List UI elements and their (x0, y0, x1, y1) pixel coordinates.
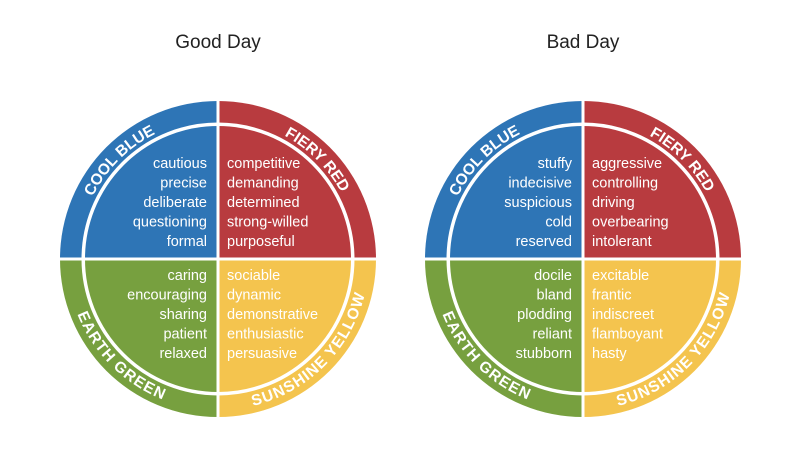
yellow-word-list: sociable dynamic demonstrative enthusiastic… (227, 268, 318, 362)
red-word-list: competitive demanding determined strong-wil… (227, 156, 308, 250)
trait-word: indecisive (508, 176, 572, 192)
horizontal-divider (424, 257, 742, 261)
trait-word: cold (545, 215, 572, 231)
trait-word: determined (227, 195, 300, 211)
trait-word: formal (167, 234, 207, 250)
trait-word: driving (592, 195, 635, 211)
trait-word: competitive (227, 156, 300, 172)
trait-word: purposeful (227, 234, 295, 250)
trait-word: demonstrative (227, 307, 318, 323)
trait-word: hasty (592, 346, 627, 362)
trait-word: persuasive (227, 346, 297, 362)
trait-word: stubborn (516, 346, 572, 362)
red-quadrant (583, 101, 741, 259)
trait-word: reserved (516, 234, 572, 250)
trait-word: precise (160, 176, 207, 192)
yellow-word-list: excitable frantic indiscreet flamboyant hast… (592, 268, 663, 362)
green-quadrant (425, 259, 583, 417)
trait-word: caring (168, 268, 208, 284)
trait-word: questioning (133, 215, 207, 231)
trait-word: frantic (592, 288, 632, 304)
trait-word: relaxed (159, 346, 207, 362)
trait-word: overbearing (592, 215, 669, 231)
trait-word: aggressive (592, 156, 662, 172)
trait-word: intolerant (592, 234, 652, 250)
trait-word: sharing (159, 307, 207, 323)
trait-word: flamboyant (592, 327, 663, 343)
trait-word: plodding (517, 307, 572, 323)
trait-word: suspicious (504, 195, 572, 211)
wheel-title: Good Day (175, 32, 261, 53)
green-word-list: caring encouraging sharing patient relaxed (127, 268, 207, 362)
trait-word: controlling (592, 176, 658, 192)
trait-word: deliberate (143, 195, 207, 211)
trait-word: docile (534, 268, 572, 284)
blue-word-list: stuffy indecisive suspicious cold reserved (504, 156, 572, 250)
trait-word: bland (537, 288, 572, 304)
trait-word: patient (163, 327, 207, 343)
trait-word: strong-willed (227, 215, 308, 231)
trait-word: indiscreet (592, 307, 654, 323)
red-word-list: aggressive controlling driving overbearing i… (592, 156, 669, 250)
horizontal-divider (59, 257, 377, 261)
green-word-list: docile bland plodding reliant stubborn (516, 268, 572, 362)
trait-word: dynamic (227, 288, 281, 304)
wheel-title: Bad Day (547, 32, 620, 53)
trait-word: enthusiastic (227, 327, 304, 343)
green-quadrant (60, 259, 218, 417)
trait-word: cautious (153, 156, 207, 172)
trait-word: excitable (592, 268, 649, 284)
trait-word: stuffy (538, 156, 573, 172)
blue-word-list: cautious precise deliberate questioning form… (133, 156, 207, 250)
blue-quadrant (425, 101, 583, 259)
yellow-quadrant (583, 259, 741, 417)
red-quadrant (218, 101, 376, 259)
trait-word: sociable (227, 268, 280, 284)
blue-quadrant (60, 101, 218, 259)
trait-word: demanding (227, 176, 299, 192)
trait-word: encouraging (127, 288, 207, 304)
trait-word: reliant (533, 327, 573, 343)
yellow-quadrant (218, 259, 376, 417)
